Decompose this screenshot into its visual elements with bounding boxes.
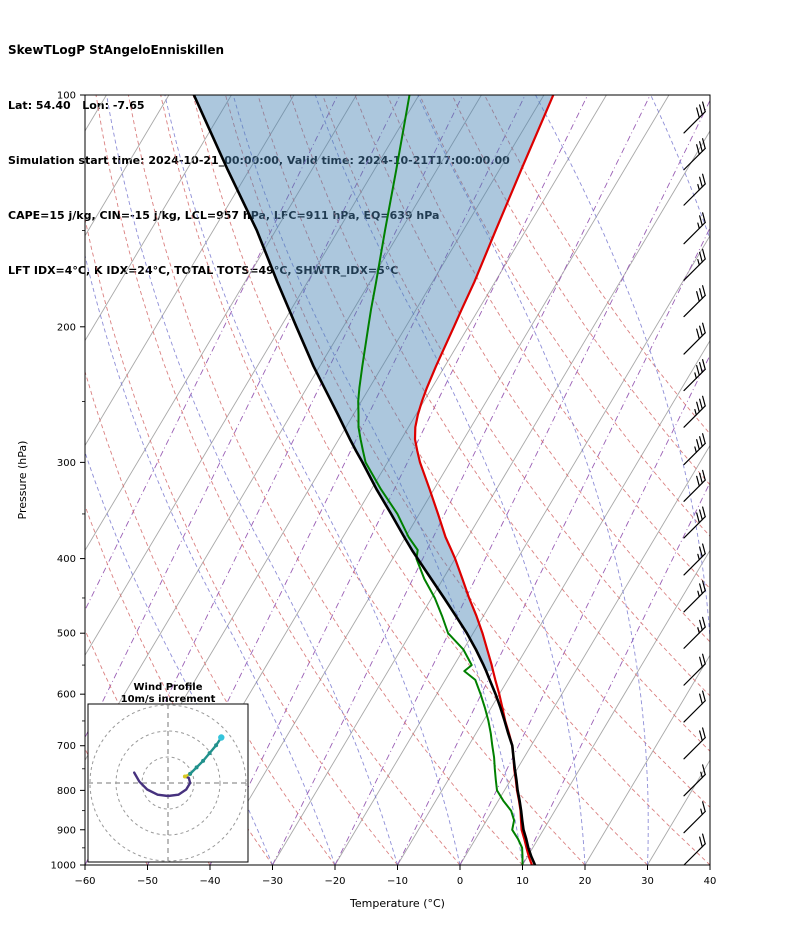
wind-barb	[683, 173, 706, 206]
cape-shading	[193, 95, 554, 672]
wind-barb	[683, 580, 706, 613]
y-tick-label: 200	[57, 322, 76, 333]
x-tick-label: 30	[641, 876, 654, 887]
wind-barb	[683, 653, 706, 686]
hodograph-trace-marker	[194, 765, 199, 770]
wind-barb	[683, 285, 706, 318]
wind-barb	[683, 469, 706, 502]
x-tick-label: −40	[199, 876, 220, 887]
wind-barb	[683, 101, 706, 134]
wind-barb	[683, 506, 706, 539]
y-tick-label: 900	[57, 825, 76, 836]
hodograph-trace-low-level	[132, 771, 192, 798]
y-tick-label: 400	[57, 554, 76, 565]
hodograph-ring	[115, 730, 221, 836]
wind-barb	[683, 616, 706, 649]
wind-barb	[683, 764, 706, 797]
wind-barb	[683, 322, 706, 355]
time-line: Simulation start time: 2024-10-21_00:00:…	[8, 154, 510, 167]
y-tick-label: 100	[57, 91, 76, 102]
dry-adiabat-lines	[85, 95, 710, 865]
x-axis-label: Temperature (°C)	[349, 897, 445, 910]
x-tick-label: −60	[74, 876, 95, 887]
sounding-curves	[192, 95, 555, 865]
wind-barbs	[683, 101, 706, 866]
indices-line-1: CAPE=15 j/kg, CIN=-15 j/kg, LCL=957 hPa,…	[8, 209, 440, 222]
y-axis-label: Pressure (hPa)	[16, 441, 29, 520]
y-tick-label: 500	[57, 629, 76, 640]
y-tick-label: 1000	[51, 861, 76, 872]
hodograph-title: Wind Profile	[134, 682, 203, 693]
y-tick-label: 600	[57, 690, 76, 701]
hodograph-trace-marker	[214, 743, 219, 748]
wind-barb	[683, 248, 706, 281]
x-tick-label: 20	[579, 876, 592, 887]
location-line: Lat: 54.40 Lon: -7.65	[8, 99, 145, 112]
axes: −60 −50 −40 −30 −20 −10 0 10 20 30 40 100 200 300 400 5…	[16, 91, 716, 911]
x-tick-label: −20	[324, 876, 345, 887]
x-tick-label: 10	[516, 876, 529, 887]
hodograph-end-marker	[218, 734, 225, 741]
wind-barb	[683, 395, 706, 428]
y-tick-label: 800	[57, 786, 76, 797]
x-tick-label: −30	[262, 876, 283, 887]
hodograph-trace-marker	[207, 751, 212, 756]
wind-barb	[683, 138, 706, 171]
wind-barb	[683, 359, 706, 392]
chart-background	[85, 95, 710, 865]
wind-barb	[683, 690, 706, 723]
dewpoint-curve	[357, 95, 524, 865]
x-tick-label: 40	[704, 876, 717, 887]
chart-title: SkewTLogP StAngeloEnniskillen	[8, 43, 224, 57]
hodograph-trace-marker	[188, 771, 193, 776]
wind-barb	[683, 727, 706, 760]
wind-barb	[683, 433, 706, 466]
hodograph-trace-marker	[201, 758, 206, 763]
wind-barb	[683, 212, 706, 245]
x-tick-label: −10	[387, 876, 408, 887]
y-tick-label: 300	[57, 458, 76, 469]
wind-barb	[683, 801, 706, 834]
hodograph-subtitle: 10m/s increment	[121, 694, 216, 705]
hodograph-trace-marker	[182, 774, 187, 779]
parcel-curve	[192, 95, 537, 865]
hodograph-rings	[88, 704, 248, 862]
hodograph-ring	[89, 704, 247, 862]
wind-barb	[683, 833, 706, 866]
y-tick-label: 700	[57, 741, 76, 752]
x-tick-label: −50	[137, 876, 158, 887]
x-tick-label: 0	[457, 876, 463, 887]
hodograph-frame	[87, 703, 249, 863]
wind-barb	[683, 543, 706, 576]
hodograph-ring	[141, 756, 195, 810]
